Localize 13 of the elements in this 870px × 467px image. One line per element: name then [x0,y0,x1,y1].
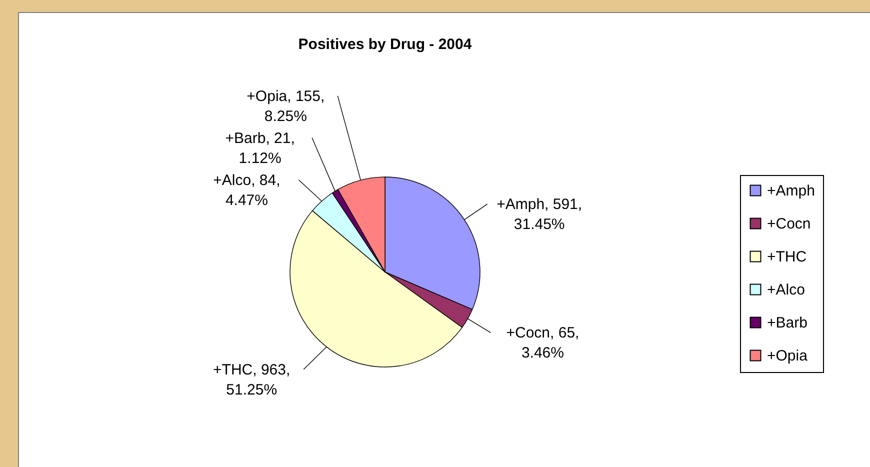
data-label: +THC, 963, 51.25% [213,361,290,398]
data-label: +Cocn, 65, 3.46% [506,324,580,362]
legend-label: +Cocn [767,216,811,232]
data-label: +Barb, 21, 1.12% [225,130,295,167]
data-label: +Amph, 591, 31.45% [496,196,582,234]
data-label: +Opia, 155, 8.25% [246,88,325,125]
data-label: +Alco, 84, 4.47% [213,172,280,209]
legend-label: +THC [767,248,807,266]
legend-label: +Opia [767,348,808,364]
chart-title: Positives by Drug - 2004 [298,36,472,53]
legend-label: +Alco [767,282,805,298]
legend-label: +Barb [767,314,808,332]
legend-label: +Amph [767,182,815,200]
